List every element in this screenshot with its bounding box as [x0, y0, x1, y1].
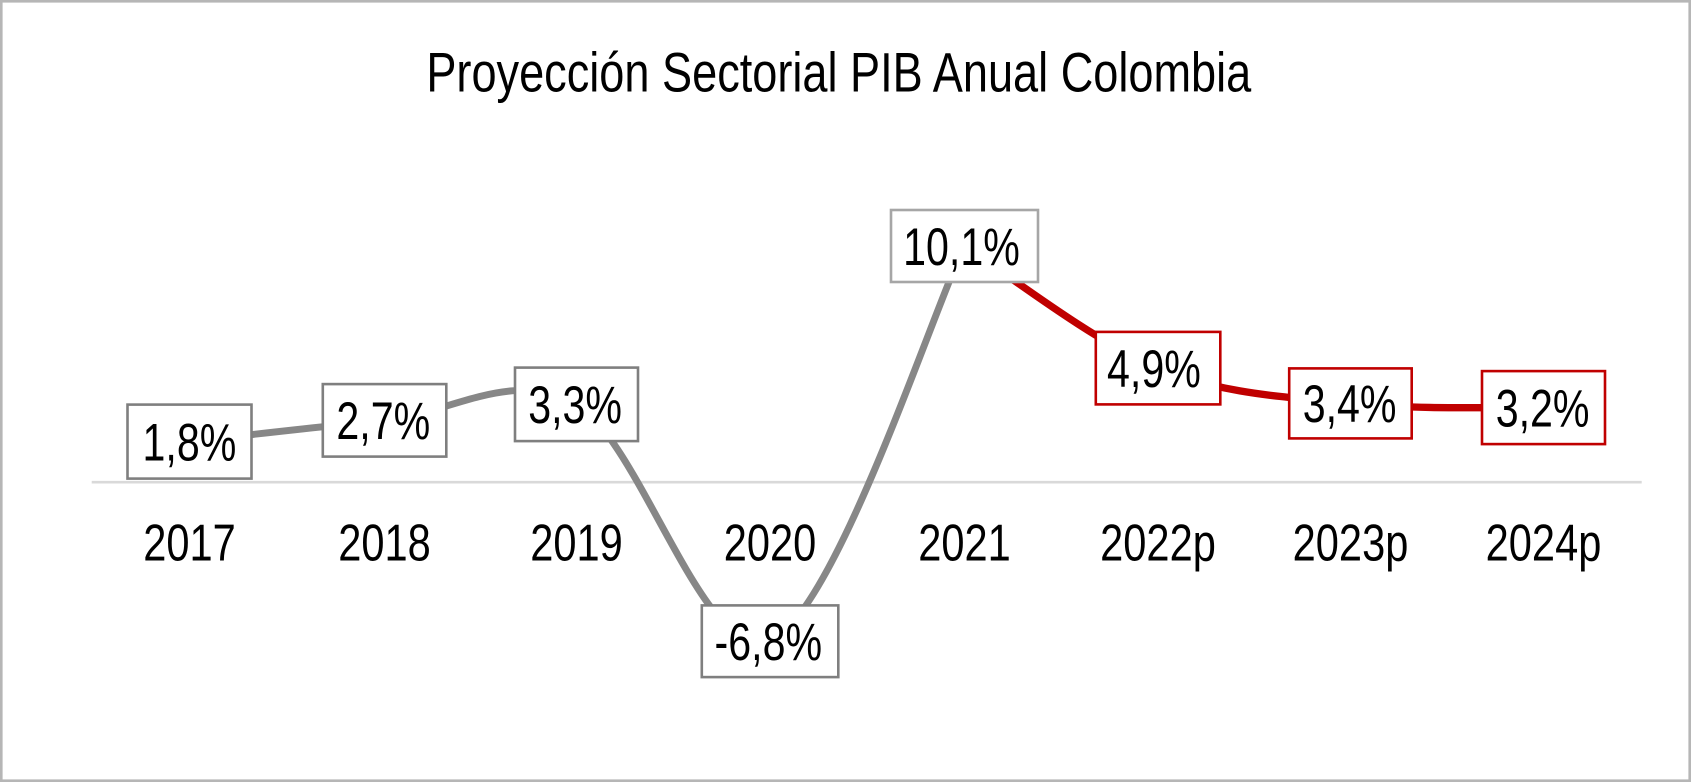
svg-text:-6,8%: -6,8% — [715, 612, 822, 671]
svg-text:2020: 2020 — [724, 513, 817, 572]
svg-text:2021: 2021 — [918, 513, 1011, 572]
svg-text:3,4%: 3,4% — [1303, 374, 1397, 433]
svg-text:10,1%: 10,1% — [903, 217, 1020, 276]
svg-text:4,9%: 4,9% — [1107, 339, 1201, 398]
svg-text:2,7%: 2,7% — [336, 391, 430, 450]
svg-text:3,2%: 3,2% — [1496, 379, 1590, 438]
svg-text:2017: 2017 — [143, 513, 236, 572]
svg-text:2018: 2018 — [338, 513, 431, 572]
svg-text:Proyección Sectorial PIB Anual: Proyección Sectorial PIB Anual Colombia — [426, 41, 1252, 104]
svg-text:2022p: 2022p — [1100, 513, 1216, 572]
svg-text:2024p: 2024p — [1486, 513, 1602, 572]
svg-text:3,3%: 3,3% — [528, 375, 622, 434]
svg-text:2019: 2019 — [530, 513, 623, 572]
svg-text:2023p: 2023p — [1293, 513, 1409, 572]
svg-text:1,8%: 1,8% — [143, 413, 237, 472]
